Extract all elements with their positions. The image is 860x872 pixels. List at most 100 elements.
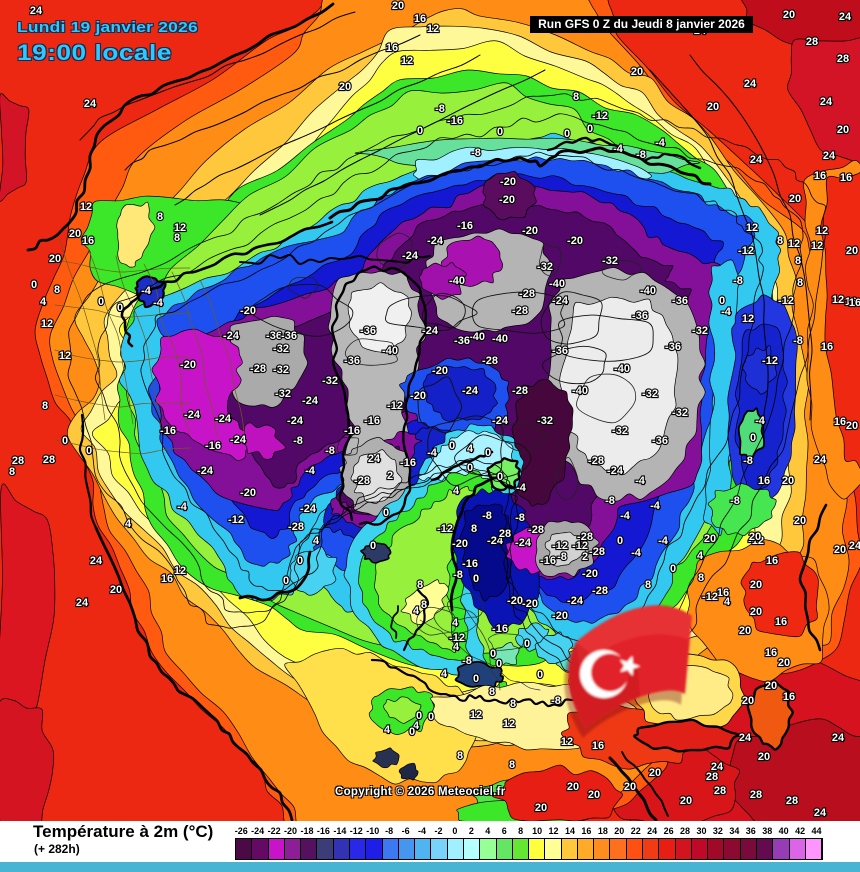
svg-text:-28: -28 bbox=[512, 385, 528, 397]
svg-text:4: 4 bbox=[697, 550, 704, 562]
svg-text:0: 0 bbox=[409, 726, 415, 738]
svg-text:0: 0 bbox=[86, 445, 92, 457]
svg-text:0: 0 bbox=[670, 563, 676, 575]
svg-text:-8: -8 bbox=[636, 149, 646, 161]
svg-text:-28: -28 bbox=[577, 531, 593, 543]
svg-text:20: 20 bbox=[49, 253, 61, 265]
svg-text:4: 4 bbox=[453, 641, 460, 653]
svg-text:0: 0 bbox=[524, 638, 530, 650]
svg-text:12: 12 bbox=[470, 709, 482, 721]
svg-text:24: 24 bbox=[832, 732, 845, 744]
svg-text:-36: -36 bbox=[266, 330, 282, 342]
svg-text:8: 8 bbox=[698, 572, 704, 584]
svg-text:-36: -36 bbox=[652, 435, 668, 447]
svg-text:-36: -36 bbox=[552, 345, 568, 357]
svg-text:12: 12 bbox=[59, 350, 71, 362]
svg-text:12: 12 bbox=[80, 201, 92, 213]
svg-text:20: 20 bbox=[649, 767, 661, 779]
svg-text:-32: -32 bbox=[692, 325, 708, 337]
svg-text:12: 12 bbox=[561, 736, 573, 748]
svg-text:24: 24 bbox=[750, 154, 763, 166]
svg-text:-28: -28 bbox=[592, 585, 608, 597]
svg-text:-20: -20 bbox=[410, 390, 426, 402]
svg-text:20: 20 bbox=[789, 193, 801, 205]
svg-text:-12: -12 bbox=[387, 400, 403, 412]
svg-text:12: 12 bbox=[788, 238, 800, 250]
svg-text:-28: -28 bbox=[250, 363, 266, 375]
svg-text:-40: -40 bbox=[572, 385, 588, 397]
svg-text:28: 28 bbox=[714, 785, 726, 797]
svg-text:20: 20 bbox=[783, 9, 795, 21]
svg-text:-4: -4 bbox=[721, 306, 732, 318]
svg-text:-4: -4 bbox=[755, 415, 766, 427]
svg-text:12: 12 bbox=[742, 313, 754, 325]
svg-text:-32: -32 bbox=[273, 343, 289, 355]
svg-text:2: 2 bbox=[582, 551, 588, 563]
svg-text:-20: -20 bbox=[240, 487, 256, 499]
svg-text:4: 4 bbox=[441, 668, 448, 680]
svg-text:-28: -28 bbox=[528, 524, 544, 536]
svg-text:4: 4 bbox=[384, 724, 391, 736]
svg-text:8: 8 bbox=[457, 750, 463, 762]
svg-text:24: 24 bbox=[820, 96, 833, 108]
svg-text:-20: -20 bbox=[507, 595, 523, 607]
svg-text:8: 8 bbox=[795, 255, 801, 267]
svg-text:4: 4 bbox=[413, 720, 420, 732]
svg-text:-8: -8 bbox=[551, 695, 561, 707]
svg-text:-40: -40 bbox=[640, 285, 656, 297]
svg-text:20: 20 bbox=[749, 531, 761, 543]
svg-text:24: 24 bbox=[368, 453, 381, 465]
svg-text:0: 0 bbox=[537, 669, 543, 681]
svg-text:20: 20 bbox=[837, 124, 849, 136]
svg-text:16: 16 bbox=[849, 297, 860, 309]
svg-text:-12: -12 bbox=[592, 110, 608, 122]
svg-text:-8: -8 bbox=[733, 275, 743, 287]
svg-text:20: 20 bbox=[588, 789, 600, 801]
svg-text:20: 20 bbox=[624, 781, 636, 793]
svg-text:-36: -36 bbox=[665, 341, 681, 353]
svg-text:-8: -8 bbox=[730, 495, 740, 507]
svg-text:0: 0 bbox=[98, 296, 104, 308]
svg-text:-8: -8 bbox=[471, 147, 481, 159]
svg-text:-16: -16 bbox=[160, 425, 176, 437]
svg-text:-12: -12 bbox=[748, 535, 764, 547]
svg-text:0: 0 bbox=[428, 711, 434, 723]
svg-text:-24: -24 bbox=[567, 595, 584, 607]
svg-text:20: 20 bbox=[794, 515, 806, 527]
svg-text:-36: -36 bbox=[360, 325, 376, 337]
svg-text:0: 0 bbox=[417, 125, 423, 137]
svg-text:8: 8 bbox=[510, 698, 516, 710]
svg-text:-32: -32 bbox=[602, 255, 618, 267]
svg-text:28: 28 bbox=[786, 795, 798, 807]
svg-text:-4: -4 bbox=[620, 510, 631, 522]
svg-text:-36: -36 bbox=[344, 355, 360, 367]
svg-text:-8: -8 bbox=[557, 551, 567, 563]
svg-text:20: 20 bbox=[742, 695, 754, 707]
svg-text:-28: -28 bbox=[354, 475, 370, 487]
svg-text:-8: -8 bbox=[793, 335, 803, 347]
svg-text:0: 0 bbox=[497, 471, 503, 483]
svg-text:0: 0 bbox=[719, 295, 725, 307]
svg-text:-4: -4 bbox=[635, 475, 646, 487]
svg-text:4: 4 bbox=[452, 617, 459, 629]
svg-text:16: 16 bbox=[386, 42, 398, 54]
svg-text:-28: -28 bbox=[482, 355, 498, 367]
svg-text:0: 0 bbox=[496, 658, 502, 670]
svg-text:-40: -40 bbox=[492, 333, 508, 345]
svg-text:-20: -20 bbox=[499, 194, 515, 206]
svg-text:8: 8 bbox=[421, 599, 427, 611]
svg-text:-28: -28 bbox=[288, 521, 304, 533]
svg-text:16: 16 bbox=[783, 691, 795, 703]
svg-text:28: 28 bbox=[43, 454, 55, 466]
svg-text:-12: -12 bbox=[228, 514, 244, 526]
svg-text:-28: -28 bbox=[589, 546, 605, 558]
svg-text:-4: -4 bbox=[305, 465, 316, 477]
svg-text:0: 0 bbox=[473, 673, 479, 685]
svg-text:20: 20 bbox=[69, 228, 81, 240]
svg-text:-36: -36 bbox=[454, 335, 470, 347]
svg-text:4: 4 bbox=[125, 518, 132, 530]
svg-text:28: 28 bbox=[499, 528, 511, 540]
svg-text:0: 0 bbox=[467, 462, 473, 474]
svg-text:12: 12 bbox=[401, 55, 413, 67]
svg-text:-8: -8 bbox=[515, 512, 525, 524]
